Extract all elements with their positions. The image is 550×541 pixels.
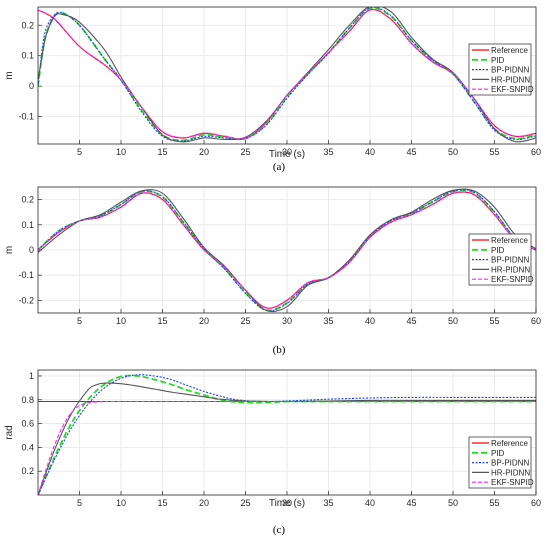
y-tick-label: 0 [29, 245, 34, 255]
x-axis-label: Time (s) [269, 149, 305, 160]
series-line-hr-pidnn [38, 382, 536, 495]
x-tick-label: 30 [282, 316, 292, 326]
y-tick-label: 0.2 [21, 195, 34, 205]
y-tick-label: 0.6 [21, 419, 34, 429]
y-tick-label: 0.1 [21, 51, 34, 61]
x-tick-label: 10 [116, 316, 126, 326]
axes-frame [37, 6, 537, 145]
x-tick-label: 50 [448, 316, 458, 326]
legend-label: Reference [491, 439, 528, 448]
series-line-ekf-snpid [38, 8, 536, 140]
x-tick-label: 40 [365, 498, 375, 508]
x-tick-label: 30 [282, 498, 292, 508]
x-tick-label: 20 [199, 147, 209, 157]
x-tick-label: 15 [157, 498, 167, 508]
legend-label: EKF-SNPID [491, 478, 534, 487]
series-line-hr-pidnn [38, 188, 536, 313]
x-tick-label: 50 [448, 147, 458, 157]
series-line-pid [38, 374, 536, 495]
series-group [38, 188, 536, 313]
legend-label: PID [491, 246, 505, 255]
x-tick-label: 45 [406, 147, 416, 157]
x-tick-label: 25 [240, 316, 250, 326]
legend-label: Reference [491, 236, 528, 245]
x-tick-label: 5 [77, 147, 82, 157]
panel-caption: (a) [273, 161, 286, 173]
y-tick-label: 0.2 [21, 466, 34, 476]
y-tick-label: 0 [29, 81, 34, 91]
axes-frame [37, 186, 537, 314]
x-tick-label: 35 [323, 316, 333, 326]
series-line-ekf-snpid [38, 400, 536, 495]
y-tick-label: -0.2 [18, 295, 34, 305]
x-tick-label: 5 [77, 498, 82, 508]
x-tick-label: 60 [531, 498, 541, 508]
panel-1: 5 10 15 20 25 30 35 40 45 50 55 60 -0.1 0 0.1 0.2 m Time … [4, 6, 541, 173]
legend-label: HR-PIDNN [491, 265, 530, 274]
x-tick-label: 55 [489, 316, 499, 326]
series-group [38, 7, 536, 143]
x-axis-label: Time (s) [269, 498, 305, 509]
x-tick-label: 10 [116, 498, 126, 508]
x-tick-label: 35 [323, 498, 333, 508]
x-tick-label: 15 [157, 147, 167, 157]
x-tick-label: 55 [489, 498, 499, 508]
x-tick-label: 15 [157, 316, 167, 326]
legend-label: BP-PIDNN [491, 66, 529, 75]
y-tick-label: -0.1 [18, 112, 34, 122]
y-axis-label: rad [4, 425, 15, 439]
axes-frame [37, 369, 537, 496]
x-tick-label: 60 [531, 147, 541, 157]
x-tick-label: 25 [240, 498, 250, 508]
panel-caption: (b) [273, 344, 286, 356]
series-line-ekf-snpid [38, 191, 536, 309]
legend-label: PID [491, 56, 505, 65]
x-tick-label: 45 [406, 316, 416, 326]
series-line-bp-pidnn [38, 189, 536, 312]
x-tick-label: 50 [448, 498, 458, 508]
panel-caption: (c) [273, 524, 286, 536]
legend-label: EKF-SNPID [491, 85, 534, 94]
legend-label: BP-PIDNN [491, 256, 529, 265]
legend-label: EKF-SNPID [491, 275, 534, 284]
legend-label: BP-PIDNN [491, 459, 529, 468]
x-tick-label: 30 [282, 147, 292, 157]
legend-label: HR-PIDNN [491, 468, 530, 477]
series-line-pid [38, 189, 536, 312]
x-tick-label: 20 [199, 316, 209, 326]
y-tick-label: -0.1 [18, 270, 34, 280]
x-tick-label: 40 [365, 316, 375, 326]
x-tick-label: 55 [489, 147, 499, 157]
x-tick-label: 40 [365, 147, 375, 157]
y-tick-label: 0.2 [21, 20, 34, 30]
x-tick-label: 10 [116, 147, 126, 157]
series-line-hr-pidnn [38, 7, 536, 143]
y-axis-label: m [4, 71, 15, 79]
x-tick-label: 45 [406, 498, 416, 508]
series-line-bp-pidnn [38, 374, 536, 495]
y-tick-label: 0.1 [21, 220, 34, 230]
y-tick-label: 0.4 [21, 442, 34, 452]
x-tick-label: 35 [323, 147, 333, 157]
x-tick-label: 5 [77, 316, 82, 326]
y-axis-label: m [4, 246, 15, 254]
y-tick-label: 0.8 [21, 395, 34, 405]
legend-label: HR-PIDNN [491, 75, 530, 84]
y-tick-label: 1 [29, 371, 34, 381]
panel-3: 5 10 15 20 25 30 35 40 45 50 55 60 0.2 0.4 0.6 0.8 1 rad T… [4, 369, 541, 536]
x-tick-label: 25 [240, 147, 250, 157]
legend-label: Reference [491, 46, 528, 55]
x-tick-label: 60 [531, 316, 541, 326]
legend-label: PID [491, 449, 505, 458]
series-group [38, 374, 536, 495]
panel-2: 5 10 15 20 25 30 35 40 45 50 55 60 -0.2 -0.1 0 0.1 0.2 m R… [4, 186, 541, 356]
x-tick-label: 20 [199, 498, 209, 508]
